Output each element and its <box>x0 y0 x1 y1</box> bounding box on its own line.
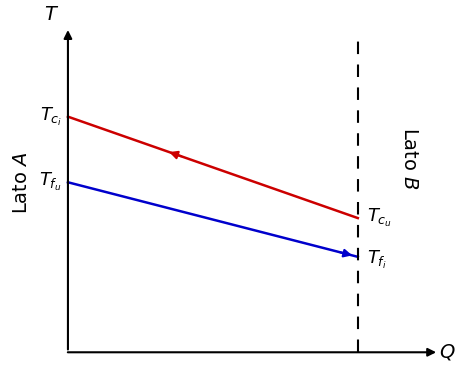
Text: Lato $B$: Lato $B$ <box>401 127 419 190</box>
Text: $Q$: $Q$ <box>439 342 456 362</box>
Text: $T_{c_u}$: $T_{c_u}$ <box>366 207 392 229</box>
Text: $T_{c_i}$: $T_{c_i}$ <box>40 106 62 128</box>
Text: Lato $A$: Lato $A$ <box>12 151 31 213</box>
Text: $T_{f_i}$: $T_{f_i}$ <box>366 249 386 271</box>
Text: $T_{f_u}$: $T_{f_u}$ <box>39 171 62 193</box>
Text: $T$: $T$ <box>44 5 59 24</box>
